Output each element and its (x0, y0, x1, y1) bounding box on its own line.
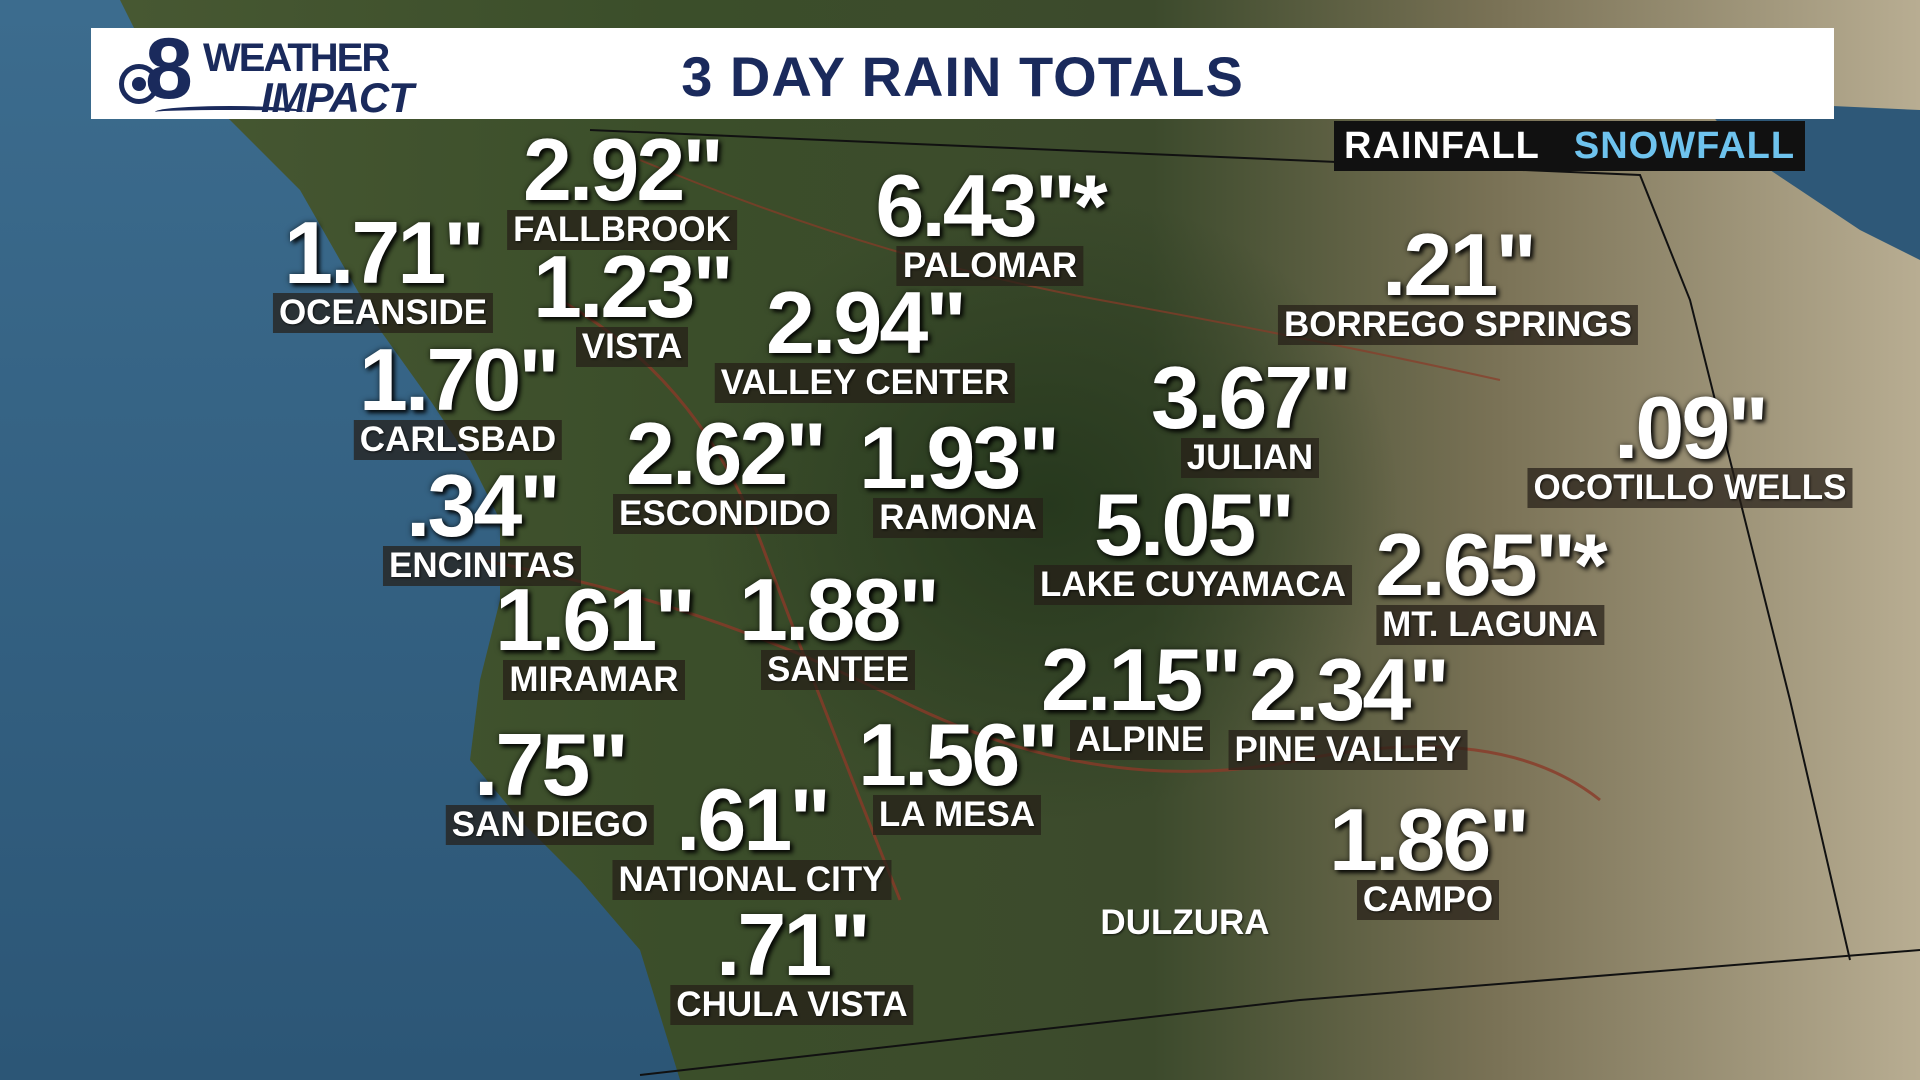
station-value: 2.15" (1041, 630, 1242, 729)
station-name: BORREGO SPRINGS (1277, 305, 1639, 345)
station-value: 3.67" (1151, 348, 1352, 447)
station-escondido: 2.62" ESCONDIDO (613, 404, 837, 534)
logo-swoosh (155, 106, 305, 118)
station-value: 2.34" (1248, 640, 1450, 739)
station-value: 2.92" (522, 120, 724, 219)
station-lake-cuyamaca: 5.05" LAKE CUYAMACA (1034, 475, 1352, 605)
station-value: .09" (1613, 378, 1769, 477)
station-encinitas: .34" ENCINITAS (382, 456, 582, 586)
legend-snowfall: SNOWFALL (1573, 124, 1796, 167)
station-name: PINE VALLEY (1228, 730, 1468, 770)
station-value: .34" (405, 456, 561, 555)
station-logo: 8 WEATHER IMPACT (115, 26, 475, 121)
station-dulzura: DULZURA (1094, 903, 1275, 943)
logo-weather-text: WEATHER (203, 36, 390, 80)
station-pine-valley: 2.34" PINE VALLEY (1228, 640, 1468, 770)
station-vista: 1.23" VISTA (533, 237, 734, 367)
station-value: .61" (675, 770, 831, 869)
station-name: CARLSBAD (353, 420, 563, 460)
station-value: 5.05" (1093, 475, 1295, 574)
station-valley-center: 2.94" VALLEY CENTER (714, 273, 1016, 403)
station-name: LAKE CUYAMACA (1034, 565, 1352, 605)
station-name: RAMONA (873, 498, 1043, 538)
station-value: 1.70" (358, 330, 560, 429)
station-value: 2.94" (766, 273, 967, 372)
station-value: 1.93" (859, 408, 1060, 507)
station-miramar: 1.61" MIRAMAR (495, 570, 696, 700)
station-value: 1.56" (858, 705, 1059, 804)
station-name: FALLBROOK (507, 210, 737, 250)
station-value: 2.62" (626, 404, 827, 503)
station-name: PALOMAR (896, 246, 1084, 286)
station-value: 1.23" (533, 237, 734, 336)
station-value: 1.71" (284, 203, 485, 302)
station-name: SANTEE (761, 650, 915, 690)
station-mt-laguna: 2.65"* MT. LAGUNA (1375, 515, 1608, 645)
station-value: 6.43"* (875, 156, 1107, 255)
station-name: VISTA (575, 327, 689, 367)
page-title: 3 DAY RAIN TOTALS (681, 45, 1244, 108)
station-value: 1.86" (1329, 790, 1530, 889)
station-value: 2.65"* (1375, 515, 1607, 614)
station-name: CAMPO (1356, 880, 1500, 920)
station-santee: 1.88" SANTEE (739, 560, 940, 690)
station-name: SAN DIEGO (445, 805, 655, 845)
station-name: ESCONDIDO (613, 494, 837, 534)
logo-number: 8 (145, 21, 193, 117)
station-chula-vista: .71" CHULA VISTA (670, 895, 914, 1025)
legend-rainfall: RAINFALL (1344, 124, 1540, 167)
station-carlsbad: 1.70" CARLSBAD (353, 330, 563, 460)
station-ocotillo-wells: .09" OCOTILLO WELLS (1527, 378, 1853, 508)
station-name: ALPINE (1069, 720, 1211, 760)
station-oceanside: 1.71" OCEANSIDE (272, 203, 494, 333)
station-value: .21" (1381, 215, 1537, 314)
station-alpine: 2.15" ALPINE (1041, 630, 1242, 760)
station-name: MIRAMAR (503, 660, 685, 700)
station-san-diego: .75" SAN DIEGO (445, 715, 655, 845)
station-name: CHULA VISTA (670, 985, 914, 1025)
station-value: .75" (473, 715, 629, 814)
station-name: VALLEY CENTER (714, 363, 1016, 403)
station-name: LA MESA (872, 795, 1042, 835)
legend: RAINFALL SNOWFALL (1334, 121, 1806, 171)
station-campo: 1.86" CAMPO (1329, 790, 1530, 920)
station-value: 1.88" (739, 560, 940, 659)
station-name: MT. LAGUNA (1376, 605, 1604, 645)
station-fallbrook: 2.92" FALLBROOK (507, 120, 737, 250)
station-value: 1.61" (495, 570, 696, 669)
mexico-border (639, 949, 1920, 1076)
station-national-city: .61" NATIONAL CITY (612, 770, 892, 900)
highway (639, 159, 1501, 381)
station-julian: 3.67" JULIAN (1151, 348, 1352, 478)
station-value: .71" (715, 895, 871, 994)
station-name: OCOTILLO WELLS (1527, 468, 1853, 508)
station-name: OCEANSIDE (272, 293, 494, 333)
station-name: DULZURA (1100, 903, 1270, 942)
header-bar: 8 WEATHER IMPACT 3 DAY RAIN TOTALS (91, 26, 1834, 121)
station-borrego-springs: .21" BORREGO SPRINGS (1277, 215, 1639, 345)
cbs-eye-icon (119, 64, 159, 104)
station-ramona: 1.93" RAMONA (859, 408, 1060, 538)
station-name: JULIAN (1180, 438, 1320, 478)
station-palomar: 6.43"* PALOMAR (875, 156, 1108, 286)
station-la-mesa: 1.56" LA MESA (858, 705, 1059, 835)
station-name: NATIONAL CITY (612, 860, 892, 900)
station-name: ENCINITAS (382, 546, 582, 586)
